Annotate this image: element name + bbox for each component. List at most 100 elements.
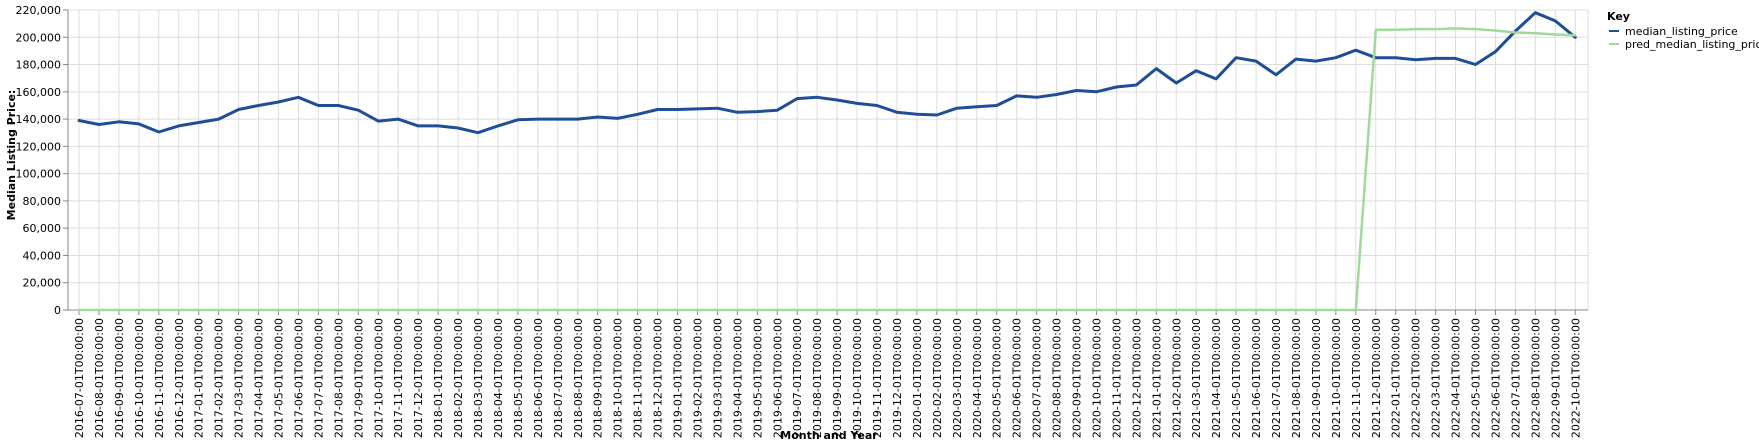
x-tick-label: 2022-01-01T00:00:00 [1390,318,1403,438]
y-tick-label: 180,000 [16,59,62,72]
y-tick-label: 160,000 [16,86,62,99]
x-tick-label: 2020-09-01T00:00:00 [1071,318,1084,438]
x-tick-label: 2020-02-01T00:00:00 [931,318,944,438]
x-tick-label: 2019-11-01T00:00:00 [871,318,884,438]
x-tick-label: 2021-12-01T00:00:00 [1370,318,1383,438]
y-tick-label: 60,000 [23,222,62,235]
x-tick-label: 2018-08-01T00:00:00 [572,318,585,438]
y-axis-title: Median Listing Price: [5,90,18,221]
x-tick-label: 2021-05-01T00:00:00 [1230,318,1243,438]
legend-label-pred_median_listing_price: pred_median_listing_price [1625,38,1759,51]
x-tick-label: 2018-12-01T00:00:00 [652,318,665,438]
x-tick-label: 2022-04-01T00:00:00 [1450,318,1463,438]
x-tick-label: 2022-02-01T00:00:00 [1410,318,1423,438]
x-tick-label: 2019-12-01T00:00:00 [891,318,904,438]
y-axis: 0 20,000 40,000 60,000 80,000 100,000 120,000 1… [16,4,69,317]
x-tick-label: 2016-08-01T00:00:00 [93,318,106,438]
x-tick-label: 2016-07-01T00:00:00 [73,318,86,438]
x-tick-label: 2022-07-01T00:00:00 [1509,318,1522,438]
x-tick-label: 2016-11-01T00:00:00 [153,318,166,438]
x-tick-label: 2020-05-01T00:00:00 [991,318,1004,438]
x-tick-label: 2018-10-01T00:00:00 [612,318,625,438]
x-tick-label: 2018-07-01T00:00:00 [552,318,565,438]
x-tick-label: 2022-03-01T00:00:00 [1430,318,1443,438]
x-tick-label: 2017-10-01T00:00:00 [372,318,385,438]
x-tick-label: 2022-09-01T00:00:00 [1549,318,1562,438]
x-tick-label: 2017-01-01T00:00:00 [193,318,206,438]
y-tick-label: 220,000 [16,4,62,17]
x-tick-label: 2021-03-01T00:00:00 [1190,318,1203,438]
series-lines [77,11,1577,312]
x-tick-label: 2016-12-01T00:00:00 [173,318,186,438]
x-tick-label: 2020-07-01T00:00:00 [1031,318,1044,438]
x-tick-label: 2018-11-01T00:00:00 [632,318,645,438]
x-tick-label: 2020-01-01T00:00:00 [911,318,924,438]
x-tick-label: 2020-11-01T00:00:00 [1110,318,1123,438]
x-tick-label: 2018-01-01T00:00:00 [432,318,445,438]
x-tick-label: 2018-06-01T00:00:00 [532,318,545,438]
x-axis: 2016-07-01T00:00:00 2016-08-01T00:00:00 20… [68,309,1588,438]
x-tick-label: 2021-08-01T00:00:00 [1290,318,1303,438]
legend-label-median_listing_price: median_listing_price [1625,25,1738,38]
x-tick-label: 2021-07-01T00:00:00 [1270,318,1283,438]
x-tick-label: 2021-02-01T00:00:00 [1170,318,1183,438]
x-tick-label: 2017-02-01T00:00:00 [213,318,226,438]
x-tick-label: 2017-04-01T00:00:00 [253,318,266,438]
x-tick-label: 2017-12-01T00:00:00 [412,318,425,438]
x-tick-label: 2017-08-01T00:00:00 [332,318,345,438]
x-tick-label: 2019-05-01T00:00:00 [751,318,764,438]
y-tick-label: 40,000 [23,249,62,262]
x-tick-label: 2019-02-01T00:00:00 [691,318,704,438]
x-tick-label: 2016-10-01T00:00:00 [133,318,146,438]
x-tick-label: 2019-09-01T00:00:00 [831,318,844,438]
x-tick-label: 2021-11-01T00:00:00 [1350,318,1363,438]
x-tick-label: 2017-07-01T00:00:00 [312,318,325,438]
x-tick-label: 2020-08-01T00:00:00 [1051,318,1064,438]
x-tick-label: 2022-05-01T00:00:00 [1470,318,1483,438]
y-tick-label: 100,000 [16,168,62,181]
x-tick-label: 2022-10-01T00:00:00 [1569,318,1582,438]
x-tick-label: 2018-04-01T00:00:00 [492,318,505,438]
x-tick-label: 2022-08-01T00:00:00 [1529,318,1542,438]
x-tick-label: 2017-06-01T00:00:00 [292,318,305,438]
x-tick-label: 2018-02-01T00:00:00 [452,318,465,438]
x-tick-label: 2017-05-01T00:00:00 [273,318,286,438]
legend: Key median_listing_pricepred_median_list… [1607,10,1759,51]
x-tick-label: 2018-09-01T00:00:00 [592,318,605,438]
x-tick-label: 2020-10-01T00:00:00 [1090,318,1103,438]
x-tick-label: 2016-09-01T00:00:00 [113,318,126,438]
x-tick-label: 2020-03-01T00:00:00 [951,318,964,438]
x-tick-label: 2021-06-01T00:00:00 [1250,318,1263,438]
y-tick-label: 140,000 [16,113,62,126]
series-line-pred_median_listing_price [77,27,1577,312]
series-line-median_listing_price [77,11,1577,135]
x-tick-label: 2020-04-01T00:00:00 [971,318,984,438]
x-tick-label: 2021-09-01T00:00:00 [1310,318,1323,438]
x-tick-label: 2019-04-01T00:00:00 [731,318,744,438]
x-tick-label: 2021-04-01T00:00:00 [1210,318,1223,438]
x-tick-label: 2017-03-01T00:00:00 [233,318,246,438]
x-tick-label: 2019-07-01T00:00:00 [791,318,804,438]
x-tick-label: 2019-03-01T00:00:00 [711,318,724,438]
x-axis-title: Month and Year [780,429,878,442]
x-tick-label: 2017-09-01T00:00:00 [352,318,365,438]
x-tick-label: 2020-06-01T00:00:00 [1011,318,1024,438]
x-tick-label: 2021-10-01T00:00:00 [1330,318,1343,438]
x-tick-label: 2018-05-01T00:00:00 [512,318,525,438]
x-tick-label: 2021-01-01T00:00:00 [1150,318,1163,438]
legend-title: Key [1607,10,1630,23]
y-tick-label: 200,000 [16,31,62,44]
y-tick-label: 20,000 [23,277,62,290]
y-tick-label: 120,000 [16,140,62,153]
x-tick-label: 2020-12-01T00:00:00 [1130,318,1143,438]
x-tick-label: 2019-10-01T00:00:00 [851,318,864,438]
y-tick-label: 0 [54,304,61,317]
x-tick-label: 2019-08-01T00:00:00 [811,318,824,438]
y-tick-label: 80,000 [23,195,62,208]
x-tick-label: 2019-01-01T00:00:00 [672,318,685,438]
x-tick-label: 2018-03-01T00:00:00 [472,318,485,438]
x-tick-label: 2022-06-01T00:00:00 [1489,318,1502,438]
x-tick-label: 2017-11-01T00:00:00 [392,318,405,438]
x-tick-label: 2019-06-01T00:00:00 [771,318,784,438]
